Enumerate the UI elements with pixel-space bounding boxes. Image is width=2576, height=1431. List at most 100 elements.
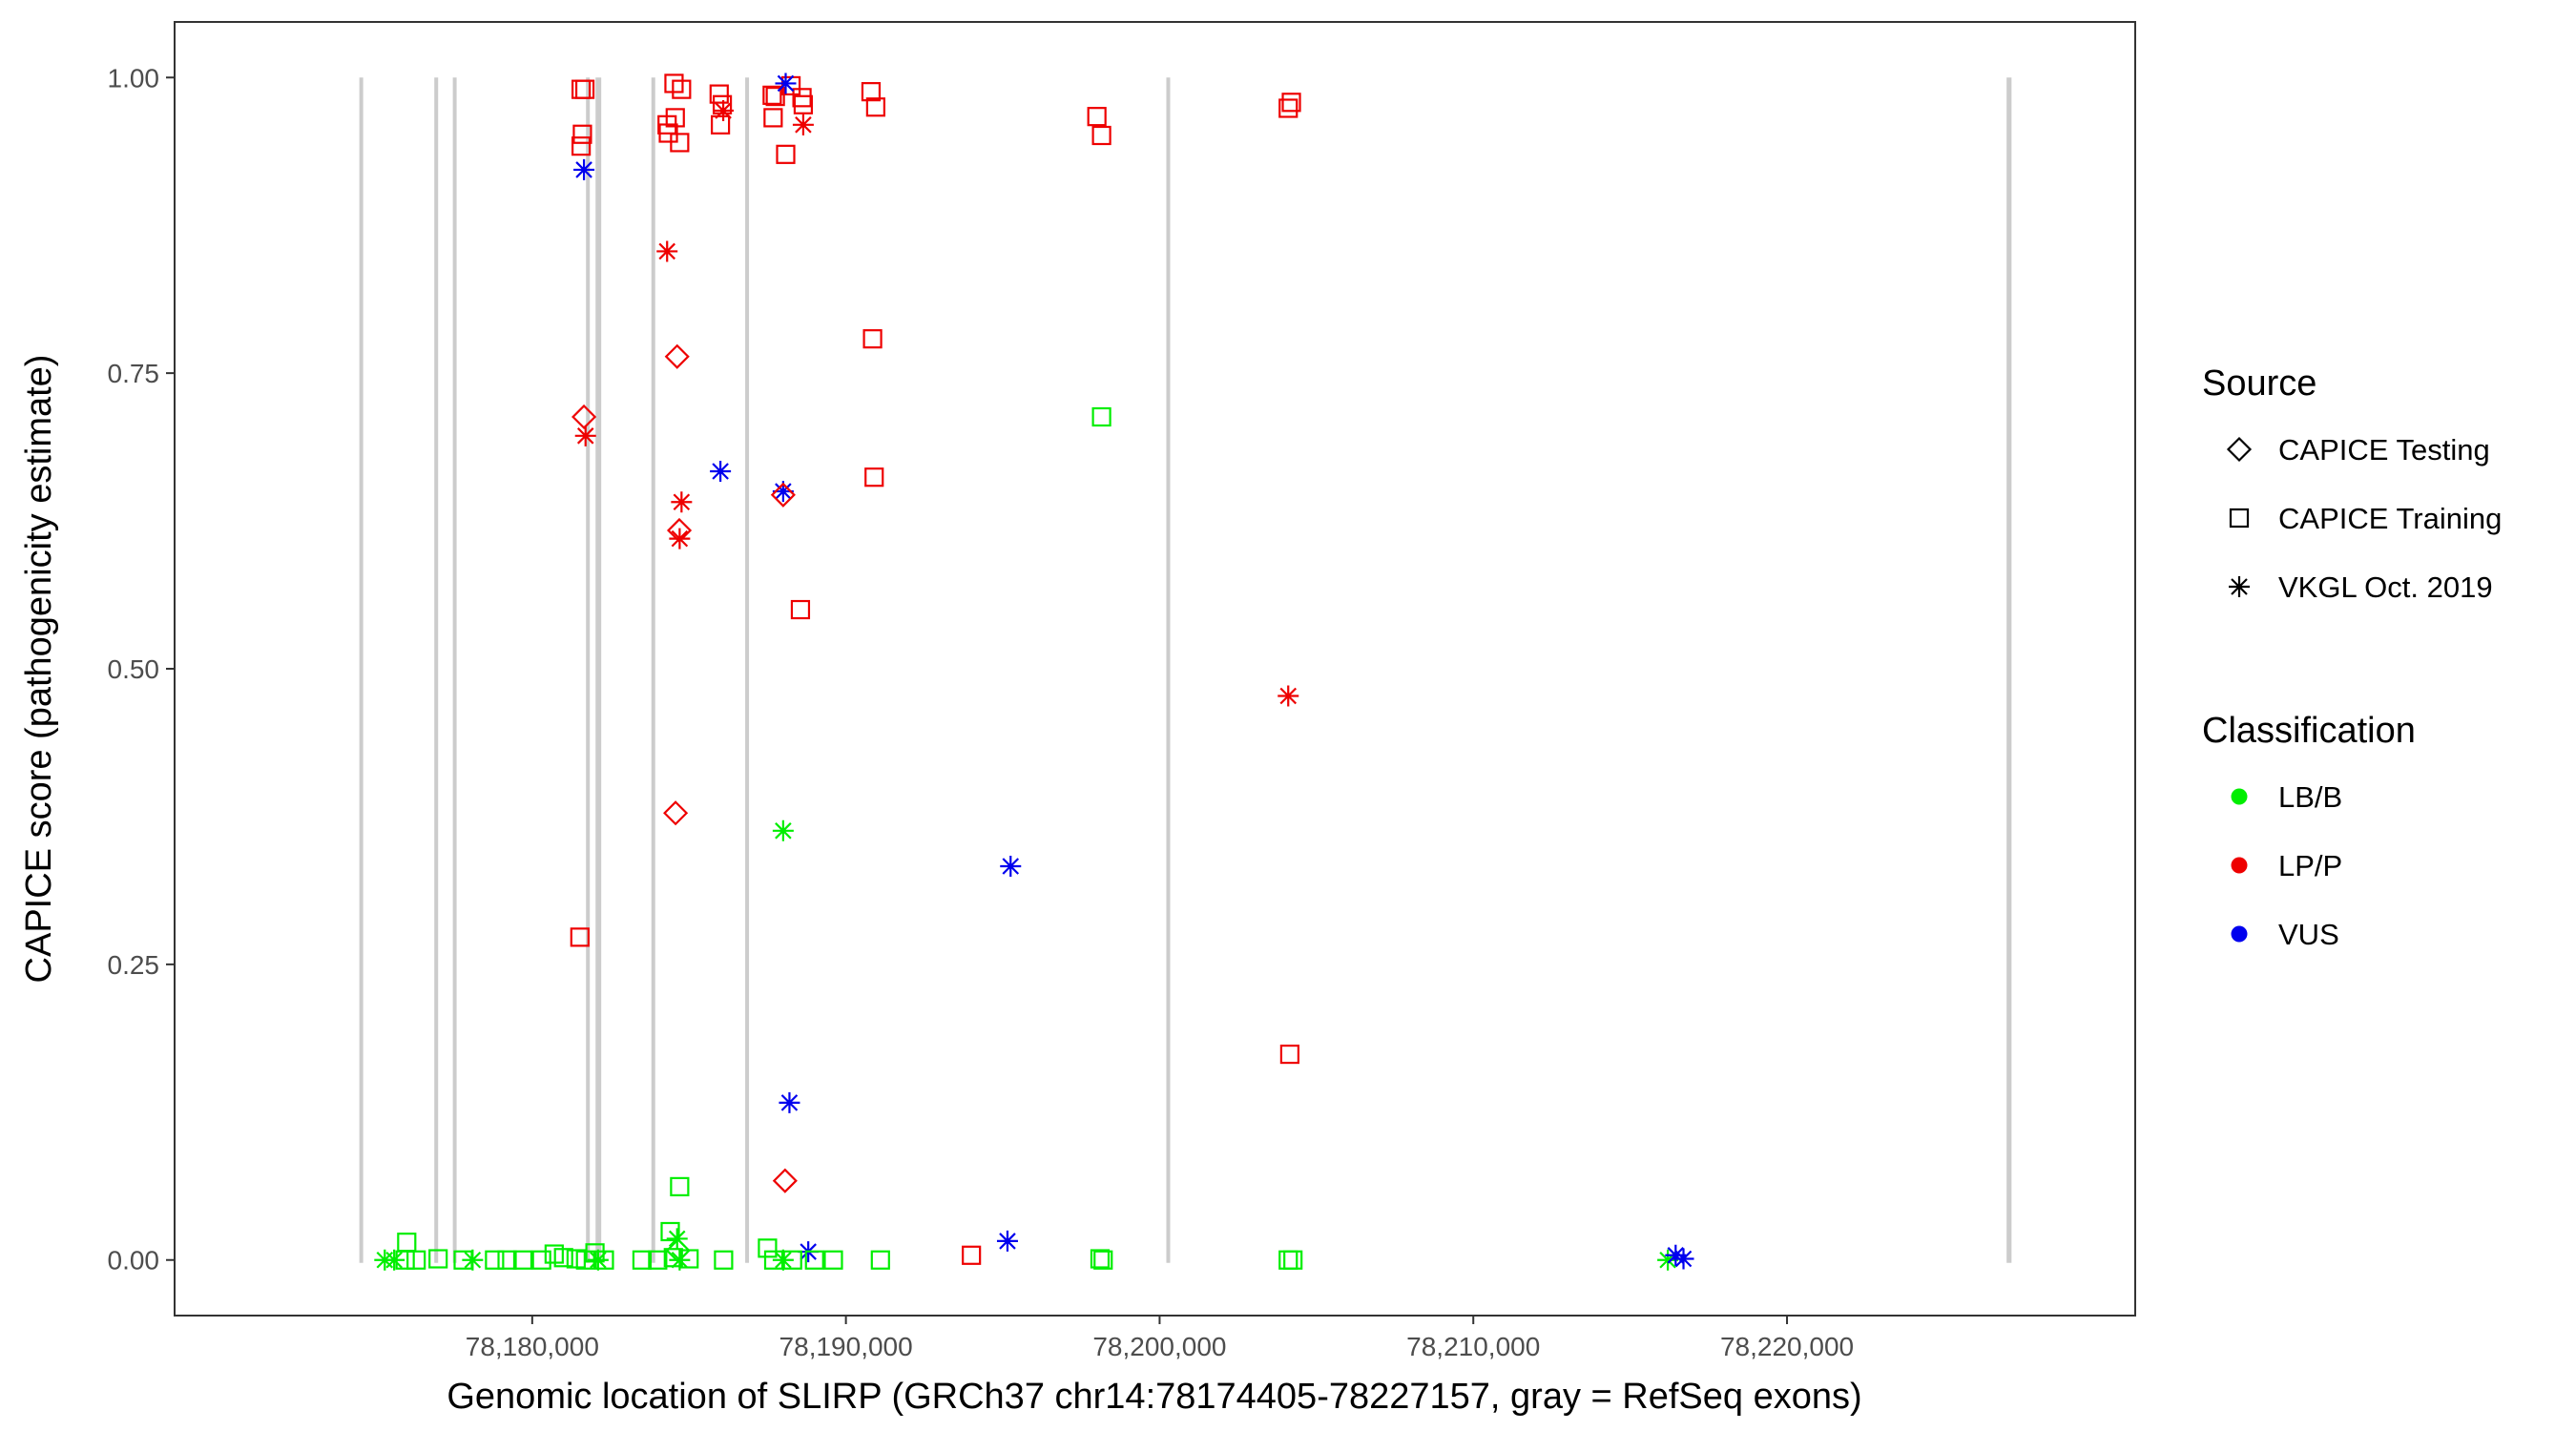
data-point bbox=[397, 1233, 417, 1253]
plot-panel-border bbox=[174, 21, 2136, 1317]
data-point bbox=[1281, 93, 1301, 113]
data-point bbox=[384, 1249, 405, 1271]
data-point bbox=[574, 425, 596, 446]
data-point bbox=[1657, 1249, 1679, 1271]
data-point bbox=[763, 108, 783, 128]
x-tick-label: 78,180,000 bbox=[466, 1332, 599, 1361]
data-point bbox=[671, 491, 693, 513]
data-point bbox=[713, 99, 735, 121]
data-point bbox=[772, 1168, 798, 1193]
exon-band bbox=[595, 77, 602, 1263]
data-point bbox=[862, 329, 883, 349]
data-point bbox=[793, 94, 814, 114]
legend-classification-label: LB/B bbox=[2278, 780, 2342, 814]
data-point bbox=[1000, 855, 1022, 877]
data-point bbox=[1087, 107, 1107, 127]
data-point bbox=[1278, 685, 1299, 707]
data-point bbox=[792, 88, 812, 108]
data-point bbox=[790, 599, 811, 620]
y-tick-label: 0.50 bbox=[108, 654, 160, 684]
exon-band bbox=[1166, 77, 1171, 1263]
legend: Source CAPICE Testing CAPICE Training VKGL… bbox=[2202, 363, 2502, 951]
data-point bbox=[679, 1249, 699, 1269]
data-point bbox=[1278, 98, 1298, 118]
legend-key-diamond bbox=[2226, 436, 2253, 463]
data-point bbox=[775, 73, 797, 94]
y-tick-label: 0.00 bbox=[108, 1246, 160, 1275]
x-tick-label: 78,220,000 bbox=[1720, 1332, 1854, 1361]
x-axis: 78,180,000 78,190,000 78,200,000 78,210,000… bbox=[466, 1316, 1854, 1361]
data-point bbox=[776, 144, 796, 164]
data-point bbox=[570, 927, 590, 947]
data-point bbox=[779, 1091, 800, 1113]
data-point bbox=[714, 1250, 734, 1270]
exon-bands bbox=[359, 77, 2012, 1263]
data-point bbox=[573, 158, 595, 180]
legend-source-label: CAPICE Testing bbox=[2278, 433, 2490, 467]
data-points bbox=[374, 73, 1694, 1271]
data-point bbox=[772, 819, 794, 841]
data-point bbox=[782, 1250, 802, 1270]
data-point bbox=[670, 1176, 690, 1196]
data-point bbox=[663, 800, 689, 826]
data-point bbox=[823, 1250, 843, 1270]
legend-classification-title: Classification bbox=[2202, 711, 2416, 751]
data-point bbox=[762, 85, 782, 105]
data-point bbox=[670, 133, 690, 153]
data-point bbox=[1672, 1248, 1694, 1270]
data-point bbox=[395, 1250, 415, 1270]
legend-source-label: CAPICE Training bbox=[2278, 502, 2502, 535]
data-point bbox=[861, 82, 882, 102]
y-tick-label: 0.75 bbox=[108, 359, 160, 388]
data-point bbox=[1093, 1250, 1113, 1270]
x-tick-label: 78,210,000 bbox=[1406, 1332, 1540, 1361]
data-point bbox=[531, 1250, 551, 1270]
data-point bbox=[571, 404, 597, 430]
data-point bbox=[664, 73, 684, 93]
y-axis-title: CAPICE score (pathogenicity estimate) bbox=[19, 355, 59, 984]
data-point bbox=[462, 1249, 484, 1271]
legend-source-items: CAPICE Testing CAPICE Training VKGL Oct. 2… bbox=[2226, 433, 2502, 604]
data-point bbox=[428, 1249, 448, 1269]
data-point bbox=[1091, 406, 1111, 427]
data-point bbox=[587, 1249, 609, 1271]
data-point bbox=[710, 461, 732, 483]
data-point bbox=[485, 1250, 505, 1270]
data-point bbox=[572, 124, 592, 144]
data-point bbox=[709, 84, 729, 104]
data-point bbox=[1090, 1249, 1111, 1269]
y-tick-label: 1.00 bbox=[108, 63, 160, 93]
data-point bbox=[574, 79, 595, 99]
data-point bbox=[758, 1238, 778, 1258]
y-axis: 0.00 0.25 0.50 0.75 1.00 bbox=[108, 63, 175, 1275]
legend-classification-label: VUS bbox=[2278, 918, 2339, 951]
exon-band bbox=[434, 77, 439, 1263]
legend-source-title: Source bbox=[2202, 363, 2316, 404]
y-tick-label: 0.25 bbox=[108, 950, 160, 980]
data-point bbox=[665, 108, 685, 128]
data-point bbox=[996, 1230, 1018, 1252]
legend-source-label: VKGL Oct. 2019 bbox=[2278, 570, 2493, 604]
legend-key-dot bbox=[2231, 925, 2248, 943]
data-point bbox=[512, 1250, 533, 1270]
data-point bbox=[765, 86, 785, 107]
x-tick-label: 78,190,000 bbox=[779, 1332, 913, 1361]
data-point bbox=[804, 1250, 824, 1270]
data-point bbox=[1278, 1250, 1298, 1270]
data-point bbox=[770, 482, 796, 508]
exon-band bbox=[745, 77, 750, 1263]
legend-key-dot bbox=[2231, 857, 2248, 874]
data-point bbox=[672, 79, 692, 99]
data-point bbox=[571, 136, 592, 156]
exon-band bbox=[359, 77, 364, 1263]
data-point bbox=[669, 528, 691, 550]
exon-band bbox=[452, 77, 457, 1263]
data-point bbox=[864, 467, 884, 487]
data-point bbox=[1283, 1250, 1303, 1270]
legend-key-dot bbox=[2231, 788, 2248, 805]
exon-band bbox=[651, 77, 655, 1263]
data-point bbox=[865, 97, 885, 117]
data-point bbox=[553, 1248, 573, 1268]
data-point bbox=[594, 1250, 614, 1270]
